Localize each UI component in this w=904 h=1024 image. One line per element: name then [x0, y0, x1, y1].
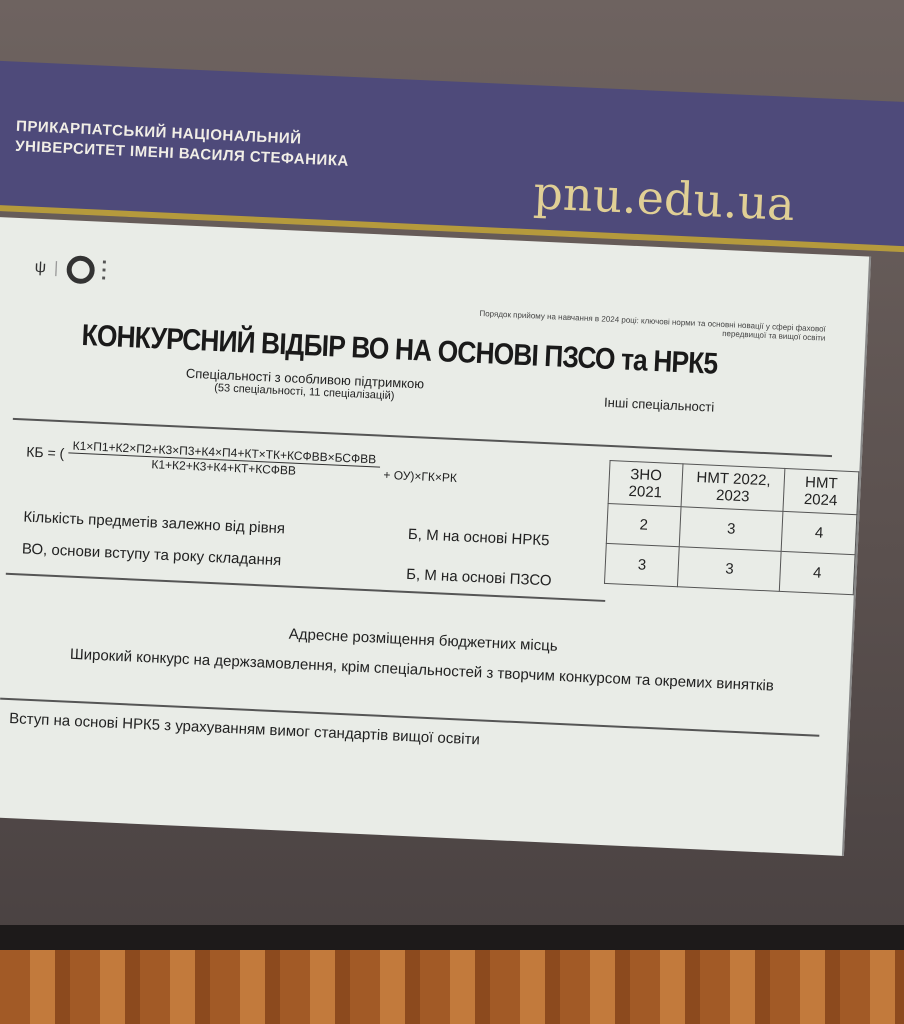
formula: КБ = ( К1×П1+К2×П2+К3×П3+К4×П4+КТ×ТК+КСФ…	[26, 437, 458, 486]
other-header: Інші спеціальності	[603, 394, 715, 415]
cell: 3	[679, 506, 784, 552]
formula-fraction: К1×П1+К2×П2+К3×П3+К4×П4+КТ×ТК+КСФВВ×БСФВ…	[68, 438, 381, 481]
header-nmt-2022-2023: НМТ 2022, 2023	[681, 463, 786, 512]
special-header: Спеціальності з особливою підтримкою (53…	[134, 363, 475, 405]
trident-icon: ψ	[34, 258, 47, 277]
header-zno-2021: ЗНО 2021	[608, 460, 684, 507]
projection-screen: ПРИКАРПАТСЬКИЙ НАЦІОНАЛЬНИЙ УНІВЕРСИТЕТ …	[0, 40, 904, 883]
slide-note: Порядок прийому на навчання в 2024 році:…	[479, 308, 826, 343]
cell: 2	[606, 503, 682, 547]
stage-edge	[0, 925, 904, 953]
row-label-1: Кількість предметів залежно від рівня	[23, 508, 286, 538]
ministry-logo: ψ | ■ ■ ■	[34, 254, 106, 285]
cell: 3	[604, 543, 680, 587]
row-2-label: Б, М на основі ПЗСО	[405, 565, 552, 590]
logo-squares-icon: ■ ■ ■	[101, 259, 107, 282]
header-nmt-2024: НМТ 2024	[783, 468, 859, 515]
university-name: ПРИКАРПАТСЬКИЙ НАЦІОНАЛЬНИЙ УНІВЕРСИТЕТ …	[15, 117, 350, 172]
cell: 4	[779, 551, 856, 595]
row-1-label: Б, М на основі НРК5	[407, 525, 550, 550]
curtain	[0, 950, 904, 1024]
bullet-2: Широкий конкурс на держзамовлення, крім …	[69, 645, 775, 695]
circle-logo-icon	[65, 255, 95, 285]
formula-lhs: КБ = (	[26, 443, 65, 461]
formula-tail: + ОУ)×ГК×РК	[383, 467, 458, 485]
cell: 3	[677, 546, 782, 592]
bullet-1: Адресне розміщення бюджетних місць	[288, 625, 558, 655]
website: pnu.edu.ua	[532, 165, 796, 232]
row-label-2: ВО, основи вступу та року складання	[21, 540, 282, 570]
slide: ψ | ■ ■ ■ Порядок прийому на навчання в 202…	[0, 216, 872, 857]
cell: 4	[781, 511, 857, 555]
